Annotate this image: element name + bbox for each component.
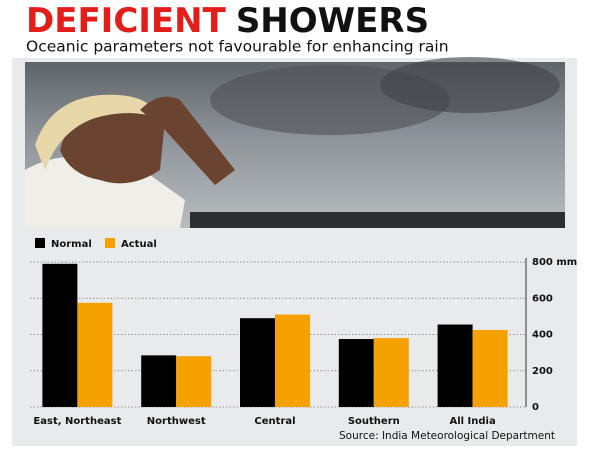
bar [42,263,78,407]
x-tick-label: East, Northeast [33,416,121,427]
legend-swatch [35,238,45,248]
bar [176,356,212,407]
source: Source: India Meteorological Department [339,430,555,442]
y-tick-label: 0 [532,402,539,413]
legend-label: Normal [51,239,92,250]
x-tick-label: Northwest [147,416,206,427]
bar [240,318,275,407]
bar [77,302,113,407]
y-tick-label: 800 mm [532,257,577,268]
bar [373,338,409,407]
title-highlight: DEFICIENT [26,1,227,41]
bar [437,324,473,407]
legend-swatch [105,238,115,248]
y-tick-label: 400 [532,330,553,341]
bar [275,314,310,407]
chart-title: DEFICIENT SHOWERS [26,1,429,41]
y-tick-label: 600 [532,293,553,304]
legend-label: Actual [121,239,157,250]
x-tick-label: All India [449,416,495,427]
photo [25,57,565,228]
x-tick-label: Central [254,416,295,427]
y-tick-label: 200 [532,366,553,377]
title-rest: SHOWERS [236,1,429,41]
bar [472,329,508,407]
x-tick-label: Southern [348,416,400,427]
bar [338,339,374,407]
bar [141,355,177,407]
chart-subtitle: Oceanic parameters not favourable for en… [26,38,449,56]
